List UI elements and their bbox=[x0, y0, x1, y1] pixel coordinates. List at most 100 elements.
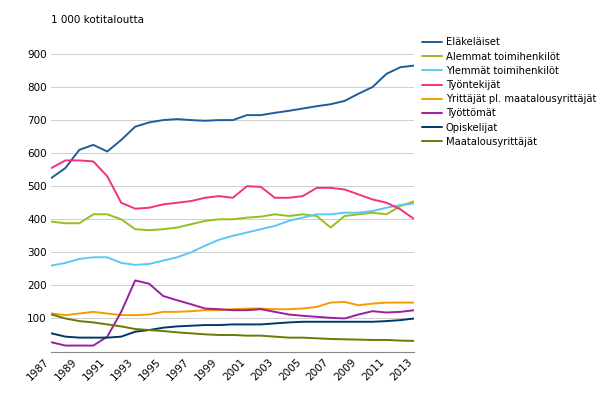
Yrittäjät pl. maatalousyrittäjät bbox=[397, 300, 404, 305]
Alemmat toimihenkilöt bbox=[188, 222, 195, 227]
Ylemmät toimihenkilöt bbox=[243, 230, 250, 235]
Maatalousyrittäjät bbox=[174, 330, 181, 335]
Opiskelijat bbox=[383, 319, 390, 324]
Yrittäjät pl. maatalousyrittäjät bbox=[48, 311, 55, 316]
Maatalousyrittäjät bbox=[369, 337, 376, 342]
Eläkeläiset bbox=[355, 91, 362, 96]
Opiskelijat bbox=[215, 322, 223, 327]
Ylemmät toimihenkilöt bbox=[160, 258, 167, 263]
Yrittäjät pl. maatalousyrittäjät bbox=[257, 306, 264, 311]
Maatalousyrittäjät bbox=[146, 327, 153, 332]
Yrittäjät pl. maatalousyrittäjät bbox=[117, 313, 125, 318]
Maatalousyrittäjät bbox=[397, 338, 404, 343]
Yrittäjät pl. maatalousyrittäjät bbox=[299, 306, 306, 311]
Alemmat toimihenkilöt bbox=[397, 203, 404, 208]
Maatalousyrittäjät bbox=[90, 320, 97, 325]
Eläkeläiset bbox=[188, 118, 195, 123]
Line: Ylemmät toimihenkilöt: Ylemmät toimihenkilöt bbox=[51, 203, 414, 265]
Alemmat toimihenkilöt bbox=[215, 217, 223, 222]
Ylemmät toimihenkilöt bbox=[76, 256, 83, 261]
Työttömät bbox=[201, 306, 209, 311]
Opiskelijat bbox=[76, 335, 83, 340]
Alemmat toimihenkilöt bbox=[327, 225, 335, 230]
Maatalousyrittäjät bbox=[62, 316, 69, 321]
Työttömät bbox=[285, 312, 292, 317]
Alemmat toimihenkilöt bbox=[117, 217, 125, 222]
Eläkeläiset bbox=[327, 102, 335, 107]
Ylemmät toimihenkilöt bbox=[201, 243, 209, 248]
Yrittäjät pl. maatalousyrittäjät bbox=[188, 309, 195, 314]
Ylemmät toimihenkilöt bbox=[48, 263, 55, 268]
Työntekijät bbox=[369, 197, 376, 202]
Eläkeläiset bbox=[369, 84, 376, 89]
Eläkeläiset bbox=[229, 118, 237, 123]
Opiskelijat bbox=[397, 318, 404, 323]
Työntekijät bbox=[313, 186, 320, 191]
Työntekijät bbox=[90, 159, 97, 164]
Maatalousyrittäjät bbox=[215, 332, 223, 337]
Ylemmät toimihenkilöt bbox=[103, 255, 111, 260]
Maatalousyrittäjät bbox=[160, 329, 167, 334]
Työntekijät bbox=[117, 200, 125, 205]
Opiskelijat bbox=[103, 335, 111, 340]
Maatalousyrittäjät bbox=[341, 337, 348, 342]
Alemmat toimihenkilöt bbox=[90, 212, 97, 217]
Alemmat toimihenkilöt bbox=[285, 213, 292, 218]
Työttömät bbox=[327, 315, 335, 320]
Työntekijät bbox=[62, 158, 69, 163]
Yrittäjät pl. maatalousyrittäjät bbox=[285, 307, 292, 312]
Eläkeläiset bbox=[243, 113, 250, 118]
Työttömät bbox=[103, 334, 111, 339]
Alemmat toimihenkilöt bbox=[146, 228, 153, 233]
Opiskelijat bbox=[188, 323, 195, 328]
Ylemmät toimihenkilöt bbox=[146, 261, 153, 266]
Työttömät bbox=[48, 340, 55, 345]
Line: Eläkeläiset: Eläkeläiset bbox=[51, 66, 414, 178]
Alemmat toimihenkilöt bbox=[174, 225, 181, 230]
Maatalousyrittäjät bbox=[201, 332, 209, 337]
Maatalousyrittäjät bbox=[271, 334, 278, 339]
Työntekijät bbox=[174, 200, 181, 205]
Työttömät bbox=[117, 310, 125, 314]
Ylemmät toimihenkilöt bbox=[355, 210, 362, 215]
Eläkeläiset bbox=[201, 118, 209, 123]
Työttömät bbox=[397, 310, 404, 314]
Eläkeläiset bbox=[215, 118, 223, 123]
Maatalousyrittäjät bbox=[327, 337, 335, 342]
Eläkeläiset bbox=[313, 104, 320, 109]
Eläkeläiset bbox=[257, 113, 264, 118]
Eläkeläiset bbox=[103, 149, 111, 154]
Eläkeläiset bbox=[174, 116, 181, 121]
Työntekijät bbox=[201, 195, 209, 200]
Ylemmät toimihenkilöt bbox=[117, 260, 125, 265]
Maatalousyrittäjät bbox=[103, 322, 111, 327]
Maatalousyrittäjät bbox=[48, 312, 55, 317]
Eläkeläiset bbox=[383, 71, 390, 76]
Opiskelijat bbox=[174, 324, 181, 329]
Alemmat toimihenkilöt bbox=[48, 219, 55, 224]
Työttömät bbox=[299, 313, 306, 318]
Työntekijät bbox=[397, 207, 404, 212]
Yrittäjät pl. maatalousyrittäjät bbox=[160, 310, 167, 314]
Työntekijät bbox=[160, 202, 167, 207]
Ylemmät toimihenkilöt bbox=[299, 215, 306, 220]
Alemmat toimihenkilöt bbox=[299, 212, 306, 217]
Maatalousyrittäjät bbox=[117, 324, 125, 329]
Legend: Eläkeläiset, Alemmat toimihenkilöt, Ylemmät toimihenkilöt, Työntekijät, Yrittäjä: Eläkeläiset, Alemmat toimihenkilöt, Ylem… bbox=[422, 37, 596, 147]
Opiskelijat bbox=[257, 322, 264, 327]
Line: Opiskelijat: Opiskelijat bbox=[51, 319, 414, 338]
Alemmat toimihenkilöt bbox=[341, 213, 348, 218]
Maatalousyrittäjät bbox=[383, 337, 390, 342]
Työntekijät bbox=[76, 158, 83, 163]
Ylemmät toimihenkilöt bbox=[62, 260, 69, 265]
Yrittäjät pl. maatalousyrittäjät bbox=[243, 306, 250, 311]
Työntekijät bbox=[229, 195, 237, 200]
Työttömät bbox=[383, 310, 390, 315]
Alemmat toimihenkilöt bbox=[243, 215, 250, 220]
Yrittäjät pl. maatalousyrittäjät bbox=[271, 307, 278, 312]
Ylemmät toimihenkilöt bbox=[285, 218, 292, 223]
Yrittäjät pl. maatalousyrittäjät bbox=[313, 305, 320, 310]
Työttömät bbox=[229, 308, 237, 313]
Opiskelijat bbox=[411, 316, 418, 321]
Opiskelijat bbox=[201, 322, 209, 327]
